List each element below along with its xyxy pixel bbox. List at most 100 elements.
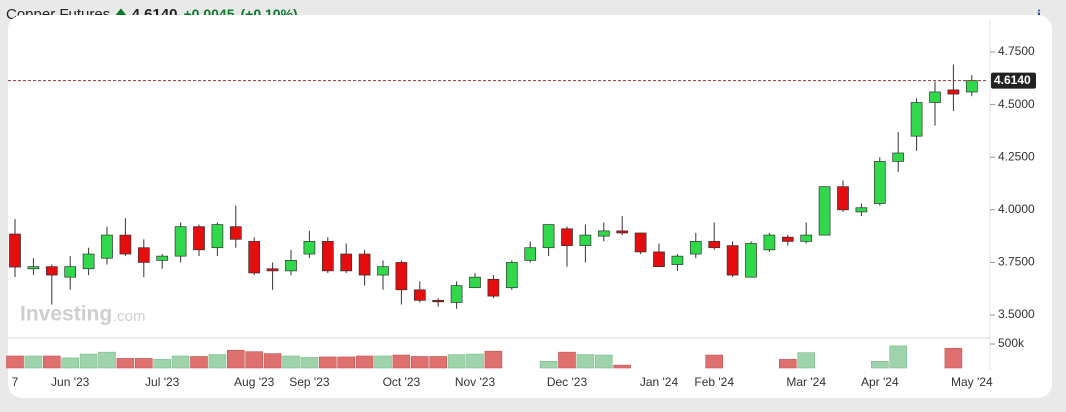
volume-bar — [6, 355, 24, 369]
volume-bar — [447, 354, 466, 369]
candle-body — [45, 266, 58, 276]
volume-bar — [778, 359, 797, 369]
candle-body — [174, 226, 187, 257]
x-tick-label: Nov '23 — [455, 375, 496, 389]
candle-body — [469, 276, 481, 289]
candle-body — [321, 241, 334, 272]
candle-body — [27, 266, 40, 270]
volume-bar — [705, 354, 724, 369]
candle-body — [542, 224, 555, 249]
volume-bar — [797, 352, 816, 369]
candle-body — [653, 251, 665, 268]
x-tick-label: Aug '23 — [234, 375, 275, 389]
volume-bar — [245, 351, 263, 369]
y-tick-label: 4.7500 — [998, 44, 1035, 58]
volume-bar — [98, 351, 116, 369]
candle-body — [818, 186, 831, 236]
y-tick-label: 3.5000 — [998, 307, 1035, 321]
last-price-box — [991, 72, 1036, 89]
watermark: Investing — [20, 303, 112, 326]
candle-body — [634, 232, 647, 253]
volume-bar — [24, 355, 43, 369]
volume-bar — [539, 360, 558, 369]
volume-bar — [263, 353, 282, 369]
candle-body — [763, 234, 776, 251]
volume-tick-label: 500k — [998, 336, 1025, 350]
x-tick-label: Dec '23 — [547, 375, 588, 389]
candle-body — [726, 245, 739, 276]
volume-bar — [466, 353, 484, 369]
candle-body — [505, 262, 518, 289]
candle-body — [929, 91, 941, 103]
volume-bar — [318, 356, 337, 369]
volume-bar — [79, 353, 98, 369]
candle-body — [855, 207, 868, 213]
candle-body — [910, 102, 923, 137]
candle-body — [487, 278, 500, 297]
volume-bar — [429, 356, 448, 369]
candle-body — [303, 241, 316, 255]
y-tick-label: 4.0000 — [998, 202, 1035, 216]
candle-body — [377, 266, 389, 276]
volume-bar — [613, 364, 632, 369]
candle-body — [965, 80, 978, 93]
candle-body — [285, 259, 297, 272]
candle-body — [781, 236, 794, 242]
volume-bar — [116, 358, 135, 369]
volume-bar — [190, 356, 208, 369]
x-tick-label: Jul '23 — [145, 375, 180, 389]
candle-body — [616, 230, 629, 234]
volume-bar — [392, 354, 411, 369]
volume-bar — [889, 345, 908, 369]
x-tick-label: Apr '24 — [861, 375, 899, 389]
y-tick-label: 4.5000 — [998, 97, 1035, 111]
candle-body — [82, 253, 95, 270]
candle-body — [137, 247, 150, 263]
candle-body — [837, 186, 849, 211]
candle-body — [892, 152, 905, 162]
y-tick-label: 3.7500 — [998, 255, 1035, 269]
candle-body — [156, 255, 169, 261]
y-tick-label: 4.2500 — [998, 149, 1035, 163]
candle-body — [450, 285, 463, 303]
volume-bar — [300, 357, 319, 369]
candle-body — [671, 255, 684, 265]
candle-body — [193, 226, 205, 251]
candle-body — [579, 234, 592, 246]
volume-bar — [227, 349, 245, 369]
volume-bar — [870, 360, 889, 369]
volume-bar — [558, 351, 576, 369]
candle-body — [800, 234, 813, 242]
volume-bar — [282, 355, 300, 369]
candle-body — [947, 89, 960, 95]
x-tick-label: Jun '23 — [51, 375, 90, 389]
x-tick-label: Jan '24 — [640, 375, 679, 389]
candle-body — [395, 262, 408, 291]
x-tick-label: Sep '23 — [289, 375, 330, 389]
candle-body — [561, 228, 573, 246]
candle-body — [745, 243, 757, 278]
candle-body — [413, 289, 426, 301]
candle-body — [229, 226, 242, 240]
candle-body — [597, 230, 610, 237]
x-tick-label: Oct '23 — [383, 375, 421, 389]
candle-body — [708, 241, 721, 249]
volume-bar — [42, 355, 61, 369]
volume-bar — [208, 354, 227, 369]
candle-body — [524, 247, 537, 261]
volume-bar — [355, 355, 374, 369]
volume-bar — [594, 354, 613, 369]
volume-bar — [374, 355, 392, 369]
candle-body — [358, 253, 371, 276]
candle-body — [64, 266, 77, 278]
volume-bar — [135, 358, 153, 369]
watermark-suffix: .com — [113, 308, 146, 325]
candle-body — [266, 268, 279, 272]
candle-body — [689, 241, 702, 255]
candle-body — [340, 253, 353, 272]
x-tick-label: Mar '24 — [786, 375, 826, 389]
volume-bar — [484, 350, 503, 369]
volume-bar — [944, 348, 963, 369]
